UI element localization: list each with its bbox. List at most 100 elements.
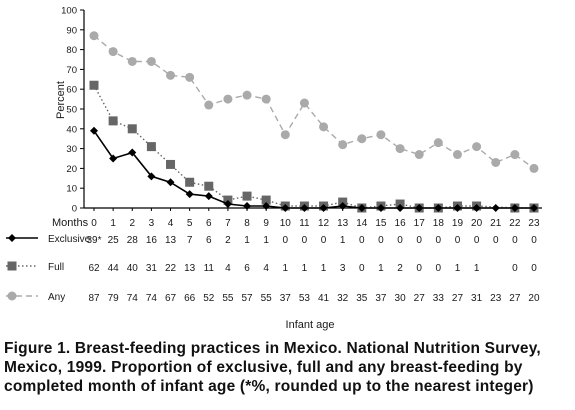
table-row-full: Full 62 44 40 31 22 13 11 4 6 4 1 1 1 3 0 1 2 0 0 1 1 0 0 [6, 261, 537, 274]
table-cell: 0 [416, 263, 422, 274]
data-point-any [146, 56, 156, 66]
data-point-full [89, 80, 99, 90]
data-point-any [472, 142, 482, 152]
data-point-any [529, 163, 539, 173]
data-point-exclusive [262, 202, 271, 211]
data-point-any [338, 140, 348, 150]
data-point-any [204, 100, 214, 110]
x-tick-label: 22 [509, 218, 521, 229]
data-point-exclusive [491, 204, 500, 212]
data-point-exclusive [243, 202, 252, 211]
x-axis-label: Infant age [286, 319, 335, 331]
table-cell: 4 [225, 263, 231, 274]
x-tick-label: 7 [225, 218, 231, 229]
x-tick-label: 2 [129, 218, 135, 229]
y-tick-label: 70 [66, 65, 77, 76]
table-cell: 0 [531, 263, 537, 274]
caption-text: Proportion of exclusive, full and any br… [4, 359, 534, 395]
table-cell: 3 [340, 263, 346, 274]
legend-label-any: Any [48, 292, 65, 303]
x-tick-label: 19 [452, 218, 464, 229]
legend-label-full: Full [48, 262, 64, 273]
data-point-full [127, 124, 137, 134]
data-point-exclusive [281, 204, 290, 212]
data-point-exclusive [90, 126, 98, 135]
table-row-any: Any 87 79 74 74 67 66 52 55 57 55 37 53 41 32 35 37 30 27 3… [6, 291, 540, 304]
table-cell: 30 [395, 293, 407, 304]
legend-marker-full [7, 261, 17, 271]
table-cell: 31 [146, 263, 158, 274]
data-point-any [89, 31, 99, 41]
table-cell: 6 [244, 263, 250, 274]
y-tick-label: 40 [66, 124, 77, 135]
table-cell: 1 [340, 235, 346, 246]
table-cell: 0 [359, 235, 365, 246]
table-cell: 55 [261, 293, 273, 304]
data-point-exclusive [128, 148, 137, 157]
data-point-any [127, 56, 137, 66]
x-tick-label: 21 [490, 218, 502, 229]
table-cell: 57 [241, 293, 253, 304]
series-full [89, 80, 539, 213]
data-point-exclusive [147, 172, 156, 181]
table-cell: 0 [359, 263, 365, 274]
data-point-exclusive [434, 204, 443, 212]
data-point-exclusive [166, 178, 175, 187]
x-tick-label: 16 [395, 218, 407, 229]
data-point-exclusive [319, 204, 328, 212]
data-point-exclusive [300, 204, 309, 212]
table-cell: 0 [416, 235, 422, 246]
x-tick-label: 15 [375, 218, 387, 229]
data-point-any [452, 150, 462, 160]
table-cell: 62 [88, 263, 100, 274]
x-tick-label: 13 [337, 218, 349, 229]
table-cell: 74 [146, 293, 158, 304]
data-point-exclusive [223, 200, 232, 209]
data-point-any [433, 138, 443, 148]
table-cell: 0 [493, 235, 499, 246]
table-cell: 0 [321, 235, 327, 246]
table-cell: 33 [433, 293, 445, 304]
data-point-full [108, 116, 118, 126]
x-tick-label: 8 [244, 218, 250, 229]
table-cell: 4 [263, 263, 269, 274]
table-cell: 0 [283, 235, 289, 246]
data-point-exclusive [357, 204, 366, 212]
table-cell: 6 [206, 235, 212, 246]
data-point-exclusive [472, 204, 481, 212]
data-point-any [185, 72, 195, 82]
table-cell: 40 [127, 263, 139, 274]
y-tick-label: 10 [66, 184, 77, 195]
table-cell: 27 [452, 293, 464, 304]
series-exclusive [90, 126, 538, 212]
data-point-exclusive [185, 190, 194, 199]
table-cell: 1 [283, 263, 289, 274]
table-cell: 7 [187, 235, 193, 246]
data-point-any [280, 130, 290, 140]
table-cell: 11 [204, 263, 215, 274]
data-point-any [166, 70, 176, 80]
table-cell: 1 [263, 235, 269, 246]
data-point-exclusive [415, 204, 424, 212]
table-cell: 1 [455, 263, 461, 274]
data-point-any [376, 130, 386, 140]
table-cell: 0 [436, 263, 442, 274]
caption-label: Figure 1. Breast-feeding practices in Me… [4, 340, 541, 376]
data-point-full [261, 195, 271, 205]
months-row-label: Months [52, 217, 89, 229]
legend-label-exclusive: Exclusive [48, 234, 91, 245]
data-point-exclusive [109, 154, 118, 163]
data-point-exclusive [529, 204, 538, 212]
x-tick-label: 20 [471, 218, 483, 229]
series-line-any [93, 35, 535, 169]
table-cell: 1 [321, 263, 327, 274]
table-cell: 74 [127, 293, 139, 304]
table-cell: 53 [299, 293, 311, 304]
data-point-full [242, 191, 252, 201]
data-point-any [299, 98, 309, 108]
x-tick-label: 17 [414, 218, 426, 229]
table-cell: 23 [490, 293, 502, 304]
table-cell: 0 [531, 235, 537, 246]
